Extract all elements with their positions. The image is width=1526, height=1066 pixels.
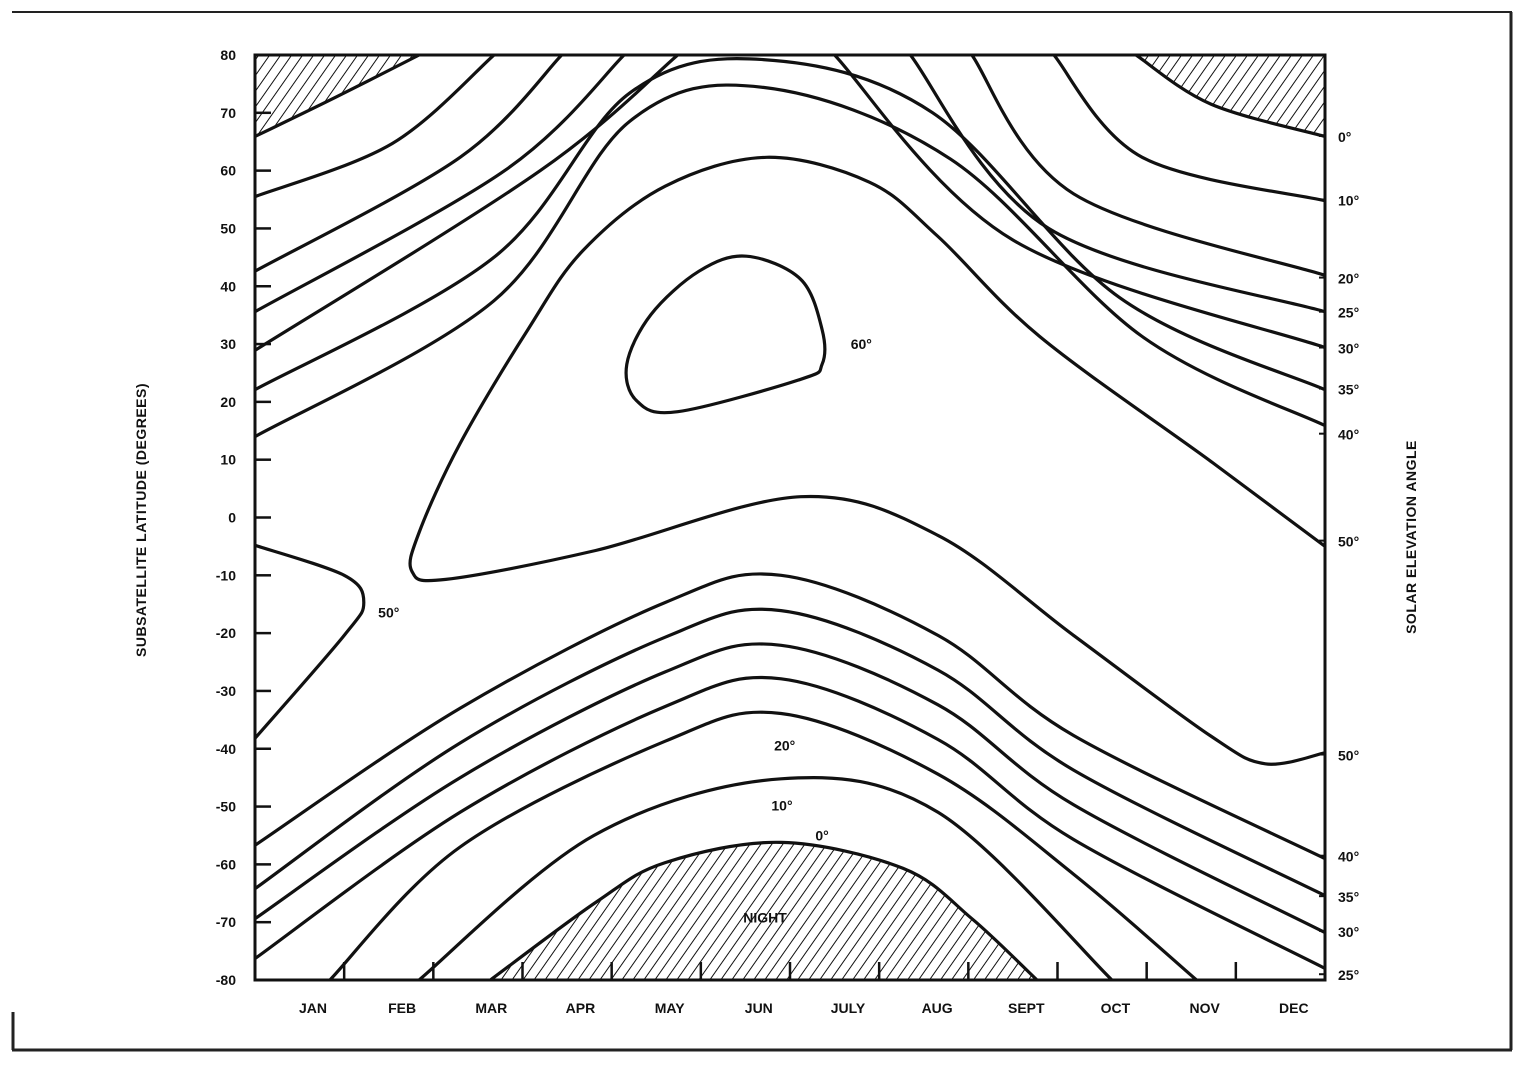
month-label: OCT bbox=[1101, 1000, 1131, 1016]
axes: 80 70 60 50 40 30 20 10 0 -10 -20 -30 -40 -50 -60 -70 -8… bbox=[216, 47, 1359, 1016]
month-label: APR bbox=[566, 1000, 596, 1016]
right-contour-label: 40° bbox=[1338, 849, 1359, 865]
contour-35-deg-segment-1 bbox=[255, 607, 1325, 898]
contour-annotation: NIGHT bbox=[743, 910, 787, 926]
right-contour-label: 20° bbox=[1338, 271, 1359, 287]
month-label: MAR bbox=[475, 1000, 507, 1016]
y-tick-label: 30 bbox=[220, 336, 236, 352]
contour-lines bbox=[255, 55, 1325, 980]
right-contour-label: 50° bbox=[1338, 748, 1359, 764]
month-label: NOV bbox=[1189, 1000, 1220, 1016]
contour-10-deg-segment-2 bbox=[418, 776, 1114, 980]
right-contour-label: 50° bbox=[1338, 534, 1359, 550]
figure-frame bbox=[11, 11, 1513, 1052]
y-tick-label: 10 bbox=[220, 452, 236, 468]
contour-40-deg-segment-1 bbox=[255, 572, 1325, 861]
contour-50-deg-segment-1 bbox=[255, 543, 366, 740]
right-contour-label: 35° bbox=[1338, 382, 1359, 398]
y-tick-label: 60 bbox=[220, 163, 236, 179]
contour-20-deg-segment-2 bbox=[328, 710, 1198, 980]
contour-annotation: 50° bbox=[378, 604, 399, 620]
right-contour-label: 0° bbox=[1338, 129, 1351, 145]
contour-annotation: 10° bbox=[771, 797, 792, 813]
y-tick-label: -60 bbox=[216, 856, 236, 872]
month-label: SEPT bbox=[1008, 1000, 1045, 1016]
y-tick-label: 0 bbox=[228, 510, 236, 526]
y-axis-right-title: SOLAR ELEVATION ANGLE bbox=[1403, 440, 1419, 634]
y-tick-label: 40 bbox=[220, 278, 236, 294]
contour-10-deg-segment-0 bbox=[255, 55, 496, 199]
contour-0-deg-segment-2 bbox=[489, 840, 1039, 980]
y-tick-label: -80 bbox=[216, 972, 236, 988]
contour-0-deg-segment-1 bbox=[1135, 55, 1325, 139]
contour-25-deg-segment-2 bbox=[255, 675, 1325, 970]
contour-35-deg-segment-0 bbox=[255, 57, 1325, 392]
y-axis-title: SUBSATELLITE LATITUDE (DEGREES) bbox=[133, 383, 149, 657]
y-tick-label: 70 bbox=[220, 105, 236, 121]
month-label: JAN bbox=[299, 1000, 327, 1016]
contour-annotation: 0° bbox=[815, 827, 828, 843]
contour-40-deg-segment-0 bbox=[255, 83, 1325, 438]
month-label: JUN bbox=[745, 1000, 773, 1016]
right-contour-label: 25° bbox=[1338, 967, 1359, 983]
y-tick-label: -20 bbox=[216, 625, 236, 641]
contour-50-deg-segment-0 bbox=[408, 155, 1325, 766]
right-contour-label: 35° bbox=[1338, 889, 1359, 905]
y-tick-label: -10 bbox=[216, 567, 236, 583]
y-tick-label: 80 bbox=[220, 47, 236, 63]
contour-annotation: 20° bbox=[774, 737, 795, 753]
y-tick-label: -40 bbox=[216, 741, 236, 757]
y-tick-label: -30 bbox=[216, 683, 236, 699]
contour-labels: 60° 50° 20° 10° 0° NIGHT bbox=[378, 336, 872, 926]
right-contour-label: 40° bbox=[1338, 427, 1359, 443]
y-tick-label: 50 bbox=[220, 220, 236, 236]
month-label: AUG bbox=[922, 1000, 953, 1016]
y-tick-label: -50 bbox=[216, 799, 236, 815]
right-contour-label: 30° bbox=[1338, 924, 1359, 940]
hatch-night bbox=[490, 842, 1037, 980]
month-label: DEC bbox=[1279, 1000, 1309, 1016]
contour-annotation: 60° bbox=[851, 336, 872, 352]
contour-60-deg-segment-0 bbox=[624, 254, 827, 415]
contour-30-deg-segment-0 bbox=[255, 55, 679, 352]
month-label: JULY bbox=[831, 1000, 866, 1016]
month-label: FEB bbox=[388, 1000, 416, 1016]
contour-25-deg-segment-0 bbox=[255, 55, 626, 314]
contour-30-deg-segment-1 bbox=[833, 55, 1325, 350]
contour-0-deg-segment-0 bbox=[255, 55, 420, 138]
right-contour-label: 10° bbox=[1338, 193, 1359, 209]
contour-20-deg-segment-1 bbox=[970, 55, 1325, 277]
contour-30-deg-segment-2 bbox=[255, 642, 1325, 935]
contour-20-deg-segment-0 bbox=[255, 55, 563, 273]
right-contour-label: 25° bbox=[1338, 305, 1359, 321]
contour-10-deg-segment-1 bbox=[1052, 55, 1325, 203]
right-contour-label: 30° bbox=[1338, 341, 1359, 357]
y-tick-label: 20 bbox=[220, 394, 236, 410]
month-label: MAY bbox=[655, 1000, 685, 1016]
y-tick-label: -70 bbox=[216, 914, 236, 930]
hatch-north-right bbox=[1136, 55, 1325, 137]
